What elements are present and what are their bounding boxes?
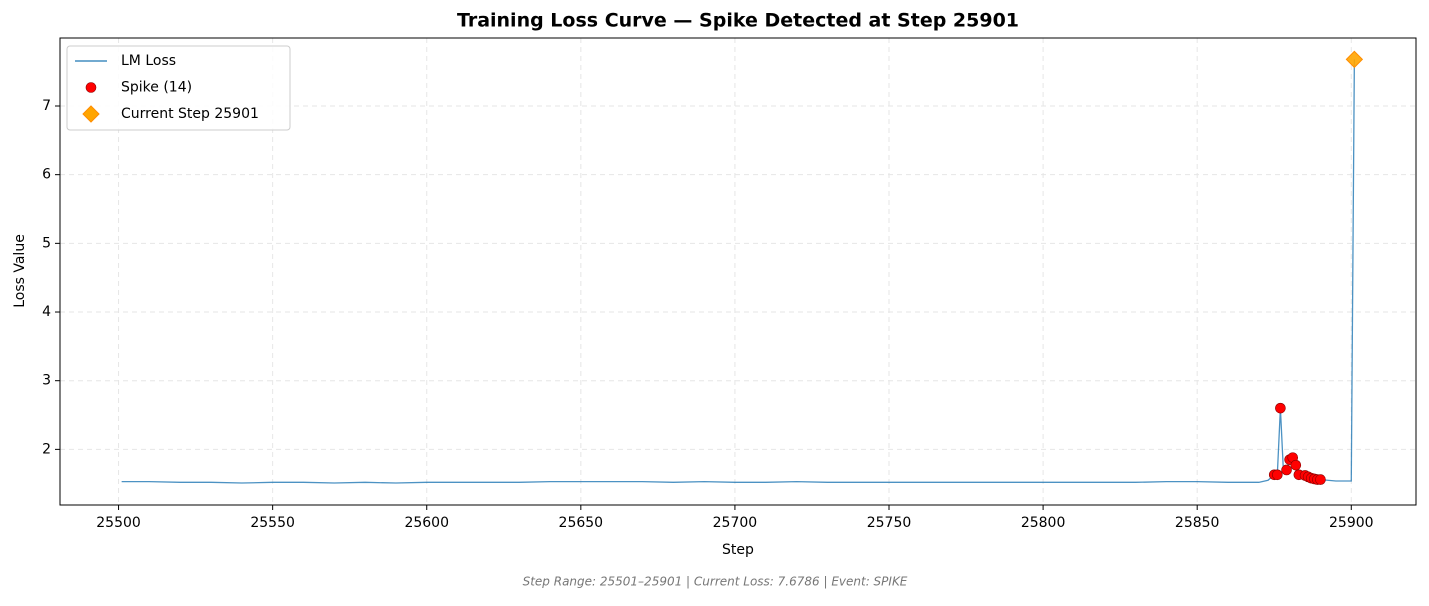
- spike-point: [1281, 464, 1292, 476]
- legend-label: Spike (14): [121, 80, 192, 96]
- y-axis-label: Loss Value: [12, 234, 28, 308]
- y-tick-label: 4: [42, 304, 51, 320]
- legend-marker: [82, 105, 100, 123]
- spike-point: [1315, 474, 1326, 485]
- legend-marker: [85, 82, 97, 93]
- legend-box: [66, 45, 291, 131]
- chart-title: Training Loss Curve — Spike Detected at …: [457, 10, 1019, 32]
- y-tick-label: 5: [42, 235, 51, 251]
- y-tick-label: 6: [42, 167, 51, 183]
- footer: Step Range: 25501–25901 | Current Loss: …: [523, 575, 908, 589]
- current-step-marker: [1345, 50, 1364, 69]
- y-tick-label: 3: [42, 373, 51, 389]
- spike-point: [1275, 402, 1286, 414]
- x-tick-label: 25550: [250, 515, 295, 531]
- x-tick-label: 25850: [1175, 515, 1220, 531]
- loss-line: [121, 59, 1356, 484]
- x-tick-label: 25900: [1329, 515, 1374, 531]
- x-tick-label: 25700: [713, 515, 758, 531]
- x-tick-label: 25500: [96, 515, 141, 531]
- spike-point: [1290, 459, 1302, 471]
- x-tick-label: 25650: [559, 515, 604, 531]
- legend-label: LM Loss: [121, 53, 176, 69]
- y-tick-label: 2: [42, 441, 51, 457]
- x-tick-label: 25800: [1021, 515, 1066, 531]
- y-tick-label: 7: [42, 98, 51, 114]
- x-tick-label: 25600: [404, 515, 449, 531]
- x-tick-label: 25750: [867, 515, 912, 531]
- spike-point: [1272, 469, 1283, 481]
- x-axis-label: Step: [722, 542, 754, 558]
- legend-label: Current Step 25901: [121, 106, 259, 122]
- axes-frame: [59, 37, 1417, 506]
